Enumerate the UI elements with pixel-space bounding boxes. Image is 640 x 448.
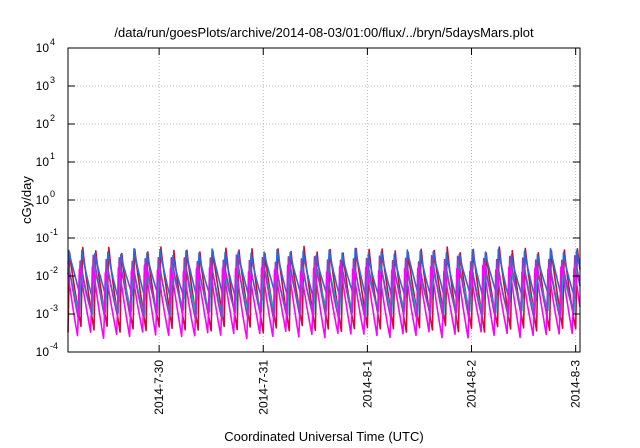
chart-title: /data/run/goesPlots/archive/2014-08-03/0… xyxy=(114,25,534,40)
y-tick-label: 10 xyxy=(36,193,50,207)
y-tick-label: 10 xyxy=(36,117,50,131)
plot-series xyxy=(67,245,581,340)
y-tick-exponent: 2 xyxy=(50,113,55,123)
y-tick-label: 10 xyxy=(36,155,50,169)
x-axis-label: Coordinated Universal Time (UTC) xyxy=(224,429,423,444)
x-tick-label: 2014-8-1 xyxy=(360,360,374,408)
x-tick-label: 2014-8-3 xyxy=(569,360,583,408)
y-tick-label: 10 xyxy=(36,307,50,321)
y-tick-label: 10 xyxy=(36,79,50,93)
y-tick-exponent: -2 xyxy=(50,265,58,275)
x-tick-label: 2014-7-30 xyxy=(152,360,166,415)
y-tick-label: 10 xyxy=(36,41,50,55)
y-tick-exponent: 4 xyxy=(50,37,55,47)
x-axis: 2014-7-30 2014-7-31 2014-8-1 2014-8-2 2014-8… xyxy=(152,48,583,415)
y-tick-exponent: 1 xyxy=(50,151,55,161)
y-tick-exponent: 0 xyxy=(50,189,55,199)
series-line xyxy=(67,263,581,340)
y-tick-exponent: -3 xyxy=(50,303,58,313)
y-axis-label: cGy/day xyxy=(19,176,34,224)
x-tick-label: 2014-8-2 xyxy=(465,360,479,408)
y-tick-label: 10 xyxy=(36,269,50,283)
y-tick-label: 10 xyxy=(36,345,50,359)
y-tick-label: 10 xyxy=(36,231,50,245)
y-tick-exponent: -1 xyxy=(50,227,58,237)
y-tick-exponent: 3 xyxy=(50,75,55,85)
grid xyxy=(68,48,580,352)
x-tick-label: 2014-7-31 xyxy=(256,360,270,415)
y-tick-exponent: -4 xyxy=(50,341,58,351)
